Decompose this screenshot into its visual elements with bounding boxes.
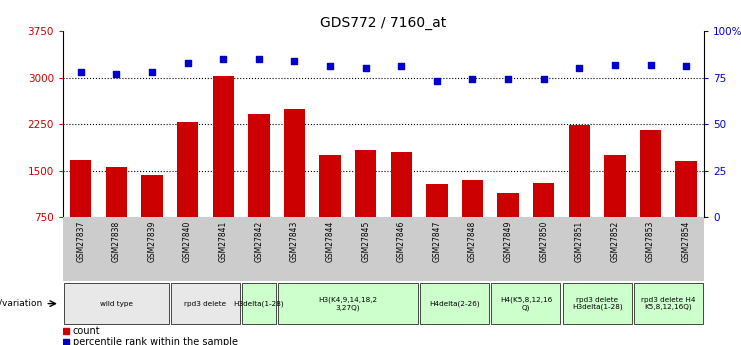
Point (680, 64, 692, 69)
Bar (248, 114, 270, 217)
Point (431, 79, 443, 84)
Text: rpd3 delete: rpd3 delete (185, 300, 227, 307)
Bar (462, 180, 483, 217)
Point (467, 77, 479, 82)
Bar (420, 284, 489, 324)
Bar (497, 193, 519, 217)
Text: GSM27854: GSM27854 (682, 220, 691, 262)
Bar (562, 284, 631, 324)
Bar (426, 185, 448, 217)
Text: GSM27849: GSM27849 (504, 220, 513, 262)
Bar (676, 161, 697, 217)
Point (645, 62, 657, 67)
Point (182, 60, 193, 66)
Text: GSM27853: GSM27853 (646, 220, 655, 262)
Text: H3delta(1-28): H3delta(1-28) (233, 300, 284, 307)
Text: rpd3 delete
H3delta(1-28): rpd3 delete H3delta(1-28) (572, 297, 622, 310)
Bar (634, 284, 703, 324)
Bar (278, 284, 418, 324)
Point (396, 64, 408, 69)
Point (146, 69, 158, 75)
Text: GSM27852: GSM27852 (611, 220, 619, 262)
Text: GSM27845: GSM27845 (361, 220, 370, 262)
Bar (213, 76, 234, 217)
Bar (533, 183, 554, 217)
Text: GSM27842: GSM27842 (254, 220, 263, 262)
Point (75, 69, 87, 75)
Bar (242, 284, 276, 324)
Text: percentile rank within the sample: percentile rank within the sample (73, 337, 238, 345)
Text: GSM27838: GSM27838 (112, 220, 121, 262)
Point (574, 66, 585, 71)
Text: GSM27851: GSM27851 (575, 220, 584, 262)
Title: GDS772 / 7160_at: GDS772 / 7160_at (320, 16, 447, 30)
Text: wild type: wild type (100, 300, 133, 307)
Text: H4(K5,8,12,16
Q): H4(K5,8,12,16 Q) (499, 297, 552, 310)
Point (538, 77, 550, 82)
Text: GSM27846: GSM27846 (396, 220, 406, 262)
Bar (70, 160, 91, 217)
Bar (491, 284, 560, 324)
Bar (171, 284, 240, 324)
Point (253, 56, 265, 62)
Bar (142, 175, 163, 217)
Bar (284, 109, 305, 217)
Text: GSM27850: GSM27850 (539, 220, 548, 262)
Point (609, 62, 621, 67)
Text: GSM27843: GSM27843 (290, 220, 299, 262)
Text: GSM27839: GSM27839 (147, 220, 156, 262)
Point (359, 66, 371, 71)
Text: rpd3 delete H4
K5,8,12,16Q): rpd3 delete H4 K5,8,12,16Q) (641, 297, 696, 310)
Bar (604, 155, 625, 217)
Bar (319, 155, 341, 217)
Bar (355, 150, 376, 217)
Text: count: count (73, 326, 100, 336)
Text: genotype/variation: genotype/variation (0, 299, 43, 308)
Text: GSM27840: GSM27840 (183, 220, 192, 262)
Bar (177, 122, 199, 217)
Point (502, 77, 514, 82)
Bar (639, 130, 661, 217)
Bar (64, 284, 169, 324)
Text: GSM27844: GSM27844 (325, 220, 334, 262)
Text: H4delta(2-26): H4delta(2-26) (429, 300, 480, 307)
Text: H3(K4,9,14,18,2
3,27Q): H3(K4,9,14,18,2 3,27Q) (319, 297, 377, 310)
Point (110, 71, 122, 77)
Bar (568, 125, 590, 217)
Point (288, 58, 300, 63)
Point (324, 64, 336, 69)
Point (217, 56, 229, 62)
Text: GSM27841: GSM27841 (219, 220, 227, 262)
Bar (391, 151, 412, 217)
Text: GSM27848: GSM27848 (468, 220, 477, 262)
Bar (106, 167, 127, 217)
Text: GSM27837: GSM27837 (76, 220, 85, 262)
Text: GSM27847: GSM27847 (433, 220, 442, 262)
